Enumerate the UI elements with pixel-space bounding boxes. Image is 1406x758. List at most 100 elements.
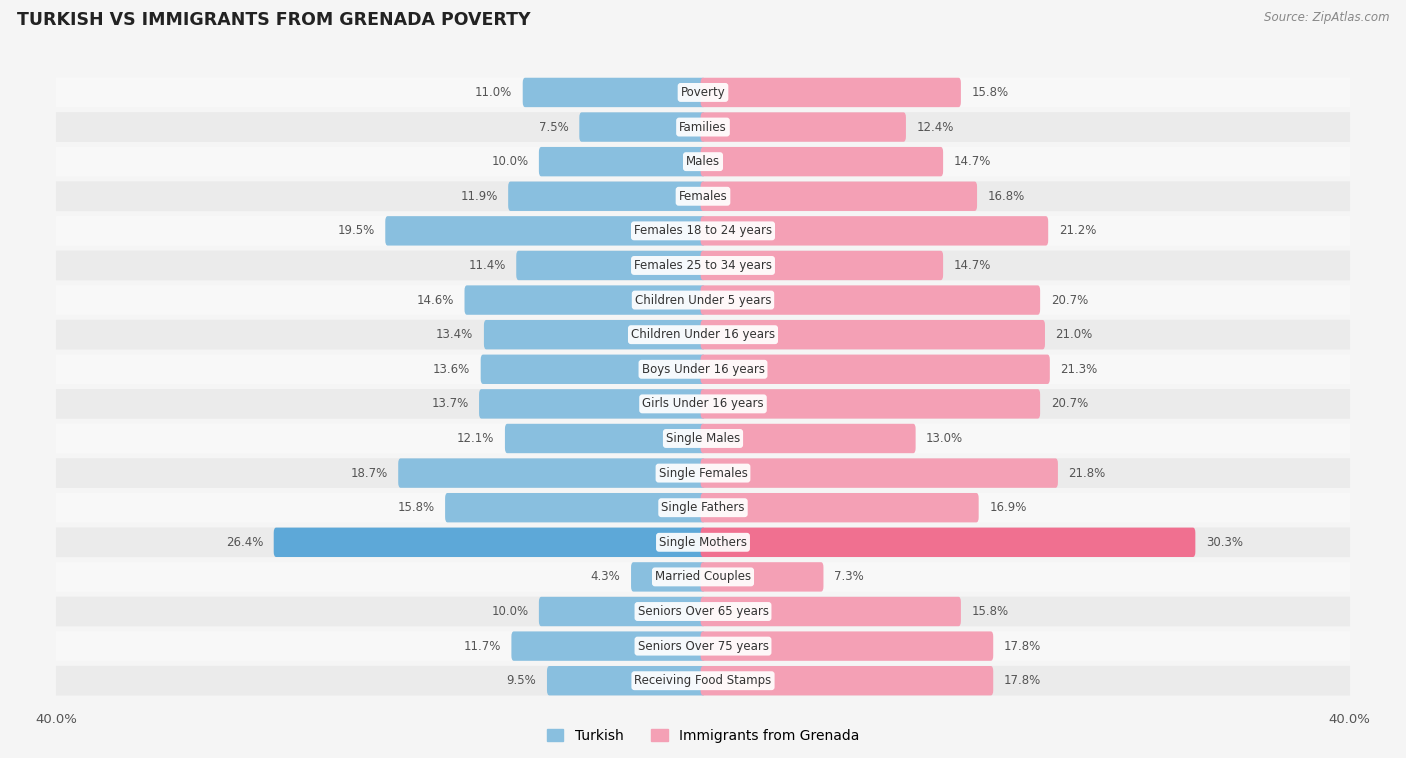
Text: 21.3%: 21.3% [1060,363,1098,376]
Text: Females 18 to 24 years: Females 18 to 24 years [634,224,772,237]
FancyBboxPatch shape [512,631,706,661]
FancyBboxPatch shape [56,112,1350,142]
FancyBboxPatch shape [56,216,1350,246]
FancyBboxPatch shape [523,78,706,107]
Text: 19.5%: 19.5% [337,224,375,237]
FancyBboxPatch shape [700,666,993,695]
Text: Poverty: Poverty [681,86,725,99]
FancyBboxPatch shape [700,631,993,661]
FancyBboxPatch shape [631,562,706,591]
Text: Seniors Over 75 years: Seniors Over 75 years [637,640,769,653]
FancyBboxPatch shape [56,285,1350,315]
FancyBboxPatch shape [516,251,706,280]
Text: 7.5%: 7.5% [538,121,569,133]
FancyBboxPatch shape [700,78,960,107]
Text: Females: Females [679,190,727,202]
Text: 11.7%: 11.7% [464,640,501,653]
Text: 21.8%: 21.8% [1069,467,1105,480]
FancyBboxPatch shape [56,666,1350,696]
FancyBboxPatch shape [446,493,706,522]
Text: Girls Under 16 years: Girls Under 16 years [643,397,763,410]
Text: 14.7%: 14.7% [953,155,991,168]
FancyBboxPatch shape [385,216,706,246]
FancyBboxPatch shape [56,77,1350,108]
Text: 12.1%: 12.1% [457,432,495,445]
Text: 17.8%: 17.8% [1004,640,1040,653]
Text: 20.7%: 20.7% [1050,397,1088,410]
Text: TURKISH VS IMMIGRANTS FROM GRENADA POVERTY: TURKISH VS IMMIGRANTS FROM GRENADA POVER… [17,11,530,30]
FancyBboxPatch shape [700,147,943,177]
FancyBboxPatch shape [547,666,706,695]
Text: Children Under 5 years: Children Under 5 years [634,293,772,306]
Legend: Turkish, Immigrants from Grenada: Turkish, Immigrants from Grenada [547,728,859,743]
FancyBboxPatch shape [479,389,706,418]
FancyBboxPatch shape [464,285,706,315]
Text: Boys Under 16 years: Boys Under 16 years [641,363,765,376]
Text: 13.7%: 13.7% [432,397,468,410]
Text: Families: Families [679,121,727,133]
FancyBboxPatch shape [700,459,1057,488]
Text: 4.3%: 4.3% [591,571,620,584]
FancyBboxPatch shape [398,459,706,488]
FancyBboxPatch shape [56,631,1350,661]
Text: 11.4%: 11.4% [468,259,506,272]
FancyBboxPatch shape [505,424,706,453]
Text: 18.7%: 18.7% [350,467,388,480]
Text: 30.3%: 30.3% [1206,536,1243,549]
FancyBboxPatch shape [56,320,1350,349]
FancyBboxPatch shape [56,181,1350,211]
FancyBboxPatch shape [538,597,706,626]
FancyBboxPatch shape [700,597,960,626]
Text: Females 25 to 34 years: Females 25 to 34 years [634,259,772,272]
FancyBboxPatch shape [700,251,943,280]
Text: Seniors Over 65 years: Seniors Over 65 years [637,605,769,618]
Text: 10.0%: 10.0% [491,605,529,618]
FancyBboxPatch shape [56,251,1350,280]
FancyBboxPatch shape [56,147,1350,177]
Text: 9.5%: 9.5% [506,674,537,688]
Text: 15.8%: 15.8% [398,501,434,514]
Text: 11.9%: 11.9% [460,190,498,202]
Text: 15.8%: 15.8% [972,605,1008,618]
FancyBboxPatch shape [56,389,1350,418]
Text: 14.6%: 14.6% [416,293,454,306]
Text: Single Males: Single Males [666,432,740,445]
FancyBboxPatch shape [700,424,915,453]
FancyBboxPatch shape [700,562,824,591]
FancyBboxPatch shape [56,493,1350,522]
FancyBboxPatch shape [700,355,1050,384]
FancyBboxPatch shape [484,320,706,349]
Text: 14.7%: 14.7% [953,259,991,272]
Text: 13.0%: 13.0% [927,432,963,445]
FancyBboxPatch shape [700,528,1195,557]
FancyBboxPatch shape [700,112,905,142]
Text: 11.0%: 11.0% [475,86,512,99]
FancyBboxPatch shape [508,182,706,211]
FancyBboxPatch shape [56,424,1350,453]
FancyBboxPatch shape [56,562,1350,592]
Text: 15.8%: 15.8% [972,86,1008,99]
Text: 10.0%: 10.0% [491,155,529,168]
FancyBboxPatch shape [56,597,1350,626]
FancyBboxPatch shape [56,528,1350,557]
Text: 26.4%: 26.4% [226,536,263,549]
Text: 16.9%: 16.9% [990,501,1026,514]
FancyBboxPatch shape [700,216,1049,246]
FancyBboxPatch shape [700,320,1045,349]
FancyBboxPatch shape [56,355,1350,384]
FancyBboxPatch shape [700,493,979,522]
Text: Single Mothers: Single Mothers [659,536,747,549]
Text: 13.6%: 13.6% [433,363,470,376]
Text: 20.7%: 20.7% [1050,293,1088,306]
Text: 21.0%: 21.0% [1056,328,1092,341]
FancyBboxPatch shape [481,355,706,384]
Text: Males: Males [686,155,720,168]
Text: 16.8%: 16.8% [987,190,1025,202]
Text: 7.3%: 7.3% [834,571,863,584]
FancyBboxPatch shape [700,389,1040,418]
FancyBboxPatch shape [579,112,706,142]
Text: 13.4%: 13.4% [436,328,474,341]
Text: 12.4%: 12.4% [917,121,953,133]
Text: Married Couples: Married Couples [655,571,751,584]
FancyBboxPatch shape [538,147,706,177]
